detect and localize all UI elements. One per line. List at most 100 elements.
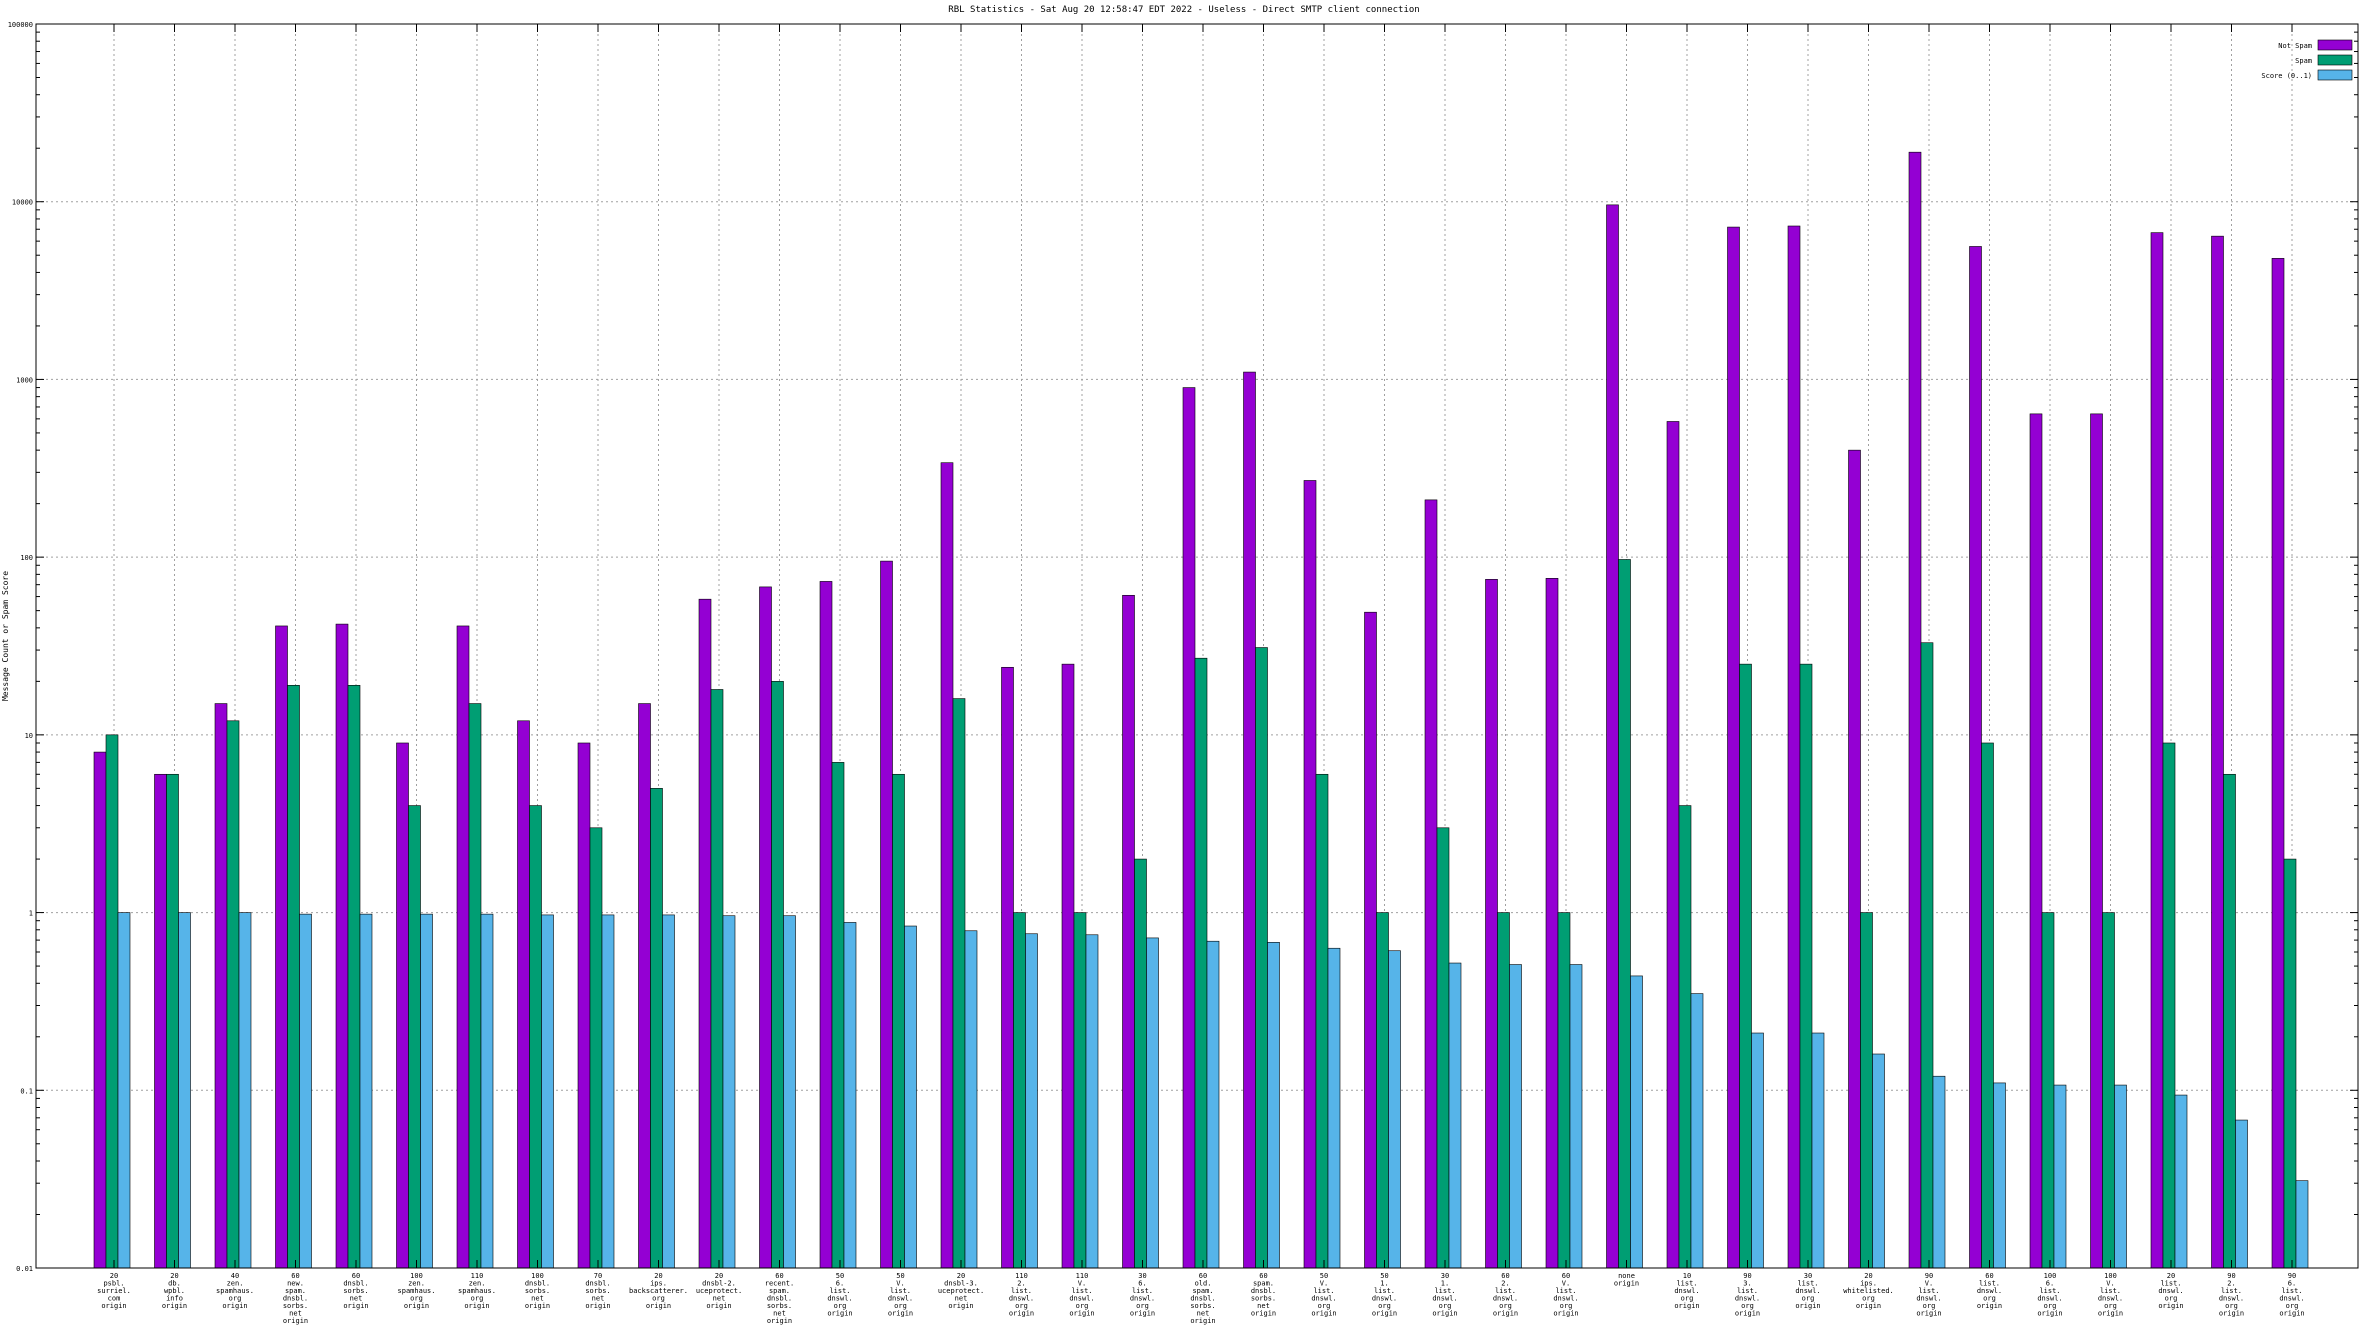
- bar-not-spam: [1122, 594, 1135, 1269]
- x-tick-label-line: org: [1802, 1295, 1815, 1303]
- x-tick-label-line: none: [1618, 1272, 1635, 1280]
- bar-score: [117, 912, 131, 1269]
- x-tick-label: 60 recent. spam. dnsbl. sorbs. net origin: [765, 1272, 795, 1325]
- y-tick-label: 1000: [16, 376, 33, 384]
- x-tick-label-line: V.: [896, 1280, 904, 1288]
- x-tick-label-line: origin: [2037, 1310, 2062, 1318]
- x-tick-label-line: V.: [1320, 1280, 1328, 1288]
- bar-not-spam: [2029, 413, 2043, 1269]
- x-tick-label-line: net: [955, 1295, 968, 1303]
- x-tick-label-line: origin: [222, 1302, 247, 1310]
- bar-not-spam: [698, 598, 712, 1269]
- x-tick-label-line: 1.: [1380, 1280, 1388, 1288]
- bar-spam: [771, 681, 784, 1269]
- x-tick-label-line: origin: [1432, 1310, 1457, 1318]
- x-tick-label-line: sorbs.: [767, 1302, 792, 1310]
- bar-score: [1509, 964, 1522, 1269]
- bar-spam: [2283, 858, 2297, 1269]
- bar-score: [1206, 940, 1220, 1269]
- x-tick-label-line: wpbl.: [164, 1287, 185, 1295]
- x-tick-label-line: origin: [464, 1302, 489, 1310]
- x-tick-label-line: list.: [1374, 1287, 1395, 1295]
- x-tick-label: 110 2. list. dnswl. org origin: [1009, 1272, 1034, 1318]
- x-tick-label-line: origin: [2098, 1310, 2123, 1318]
- bar-score: [1751, 1032, 1764, 1269]
- bar-score: [420, 913, 433, 1269]
- x-tick-label: 100 V. list. dnswl. org origin: [2098, 1272, 2123, 1318]
- bar-spam: [166, 773, 179, 1269]
- bar-not-spam: [1424, 499, 1438, 1269]
- bar-spam: [1436, 827, 1450, 1269]
- x-tick-label: 100 dnsbl. sorbs. net origin: [525, 1272, 550, 1310]
- bar-not-spam: [154, 773, 167, 1269]
- bar-spam: [1194, 657, 1208, 1269]
- x-tick-label-line: 10: [1683, 1272, 1691, 1280]
- x-tick-label-line: 6.: [2288, 1280, 2296, 1288]
- bar-spam: [1013, 912, 1026, 1269]
- bar-not-spam: [2271, 258, 2285, 1269]
- bar-spam: [408, 805, 421, 1269]
- x-tick-label-line: origin: [2219, 1310, 2244, 1318]
- x-tick-label-line: V.: [1925, 1280, 1933, 1288]
- bar-not-spam: [1666, 421, 1680, 1269]
- bar-score: [904, 925, 917, 1269]
- x-tick-label-line: list.: [1495, 1287, 1516, 1295]
- x-tick-label: 60 V. list. dnswl. org origin: [1553, 1272, 1578, 1318]
- x-tick-label-line: origin: [767, 1317, 792, 1325]
- x-tick-label-line: new.: [287, 1280, 304, 1288]
- x-tick-label-line: info: [166, 1295, 183, 1303]
- bar-score: [783, 915, 796, 1269]
- x-tick-label: 60 list. dnswl. org origin: [1977, 1272, 2002, 1310]
- bar-score: [1630, 975, 1643, 1269]
- bar-spam: [2223, 773, 2236, 1269]
- x-tick-label-line: list.: [2160, 1280, 2181, 1288]
- bar-not-spam: [1908, 151, 1922, 1269]
- bar-not-spam: [1787, 225, 1801, 1269]
- y-tick-label: 10: [25, 732, 33, 740]
- bar-not-spam: [638, 703, 651, 1269]
- bar-spam: [1920, 642, 1934, 1269]
- x-tick-label-line: sorbs.: [283, 1302, 308, 1310]
- x-tick-label-line: org: [652, 1295, 665, 1303]
- x-tick-label-line: sorbs.: [1190, 1302, 1215, 1310]
- bar-score: [1146, 937, 1159, 1269]
- bar-spam: [347, 685, 361, 1269]
- y-axis-ticks: 0.01 0.1 1 10 100 1000 10000 100000: [8, 21, 2358, 1273]
- x-tick-label: 20 ips. backscatterer. org origin: [629, 1272, 688, 1310]
- x-tick-label-line: 50: [836, 1272, 844, 1280]
- x-tick-label-line: dnsbl.: [343, 1280, 368, 1288]
- bar-spam: [1255, 647, 1268, 1269]
- legend-label: Not Spam: [2278, 42, 2312, 50]
- x-tick-label-line: net: [350, 1295, 363, 1303]
- x-tick-label-line: dnswl.: [1493, 1295, 1518, 1303]
- x-tick-label-line: 90: [2227, 1272, 2235, 1280]
- x-tick-label-line: 20: [957, 1272, 965, 1280]
- x-tick-label-line: org: [2165, 1295, 2178, 1303]
- x-tick-label-line: 30: [1441, 1272, 1449, 1280]
- x-tick-label-line: 50: [1320, 1272, 1328, 1280]
- bar-not-spam: [1545, 578, 1559, 1269]
- bar-spam: [1618, 559, 1631, 1269]
- x-tick-label-line: 90: [1743, 1272, 1751, 1280]
- bar-spam: [1739, 663, 1752, 1269]
- x-tick-label-line: dnsbl.: [525, 1280, 550, 1288]
- bar-not-spam: [940, 462, 954, 1269]
- x-tick-label-line: origin: [888, 1310, 913, 1318]
- bar-score: [1388, 950, 1401, 1269]
- bar-spam: [468, 703, 482, 1269]
- x-tick-label-line: list.: [2221, 1287, 2242, 1295]
- x-tick-label: 50 V. list. dnswl. org origin: [888, 1272, 913, 1318]
- x-tick-label-line: net: [1257, 1302, 1270, 1310]
- x-tick-label-line: 100: [2044, 1272, 2057, 1280]
- x-tick-label-line: 20: [1864, 1272, 1872, 1280]
- x-tick-label-line: uceprotect.: [696, 1287, 742, 1295]
- bar-score: [541, 914, 554, 1269]
- x-tick-label-line: org: [410, 1295, 423, 1303]
- x-tick-label-line: 30: [1138, 1272, 1146, 1280]
- bar-score: [1448, 962, 1462, 1269]
- x-tick-label-line: org: [1983, 1295, 1996, 1303]
- bar-score: [1811, 1032, 1825, 1269]
- x-tick-label-line: org: [471, 1295, 484, 1303]
- bar-score: [964, 930, 978, 1269]
- x-tick-label-line: dnswl.: [888, 1295, 913, 1303]
